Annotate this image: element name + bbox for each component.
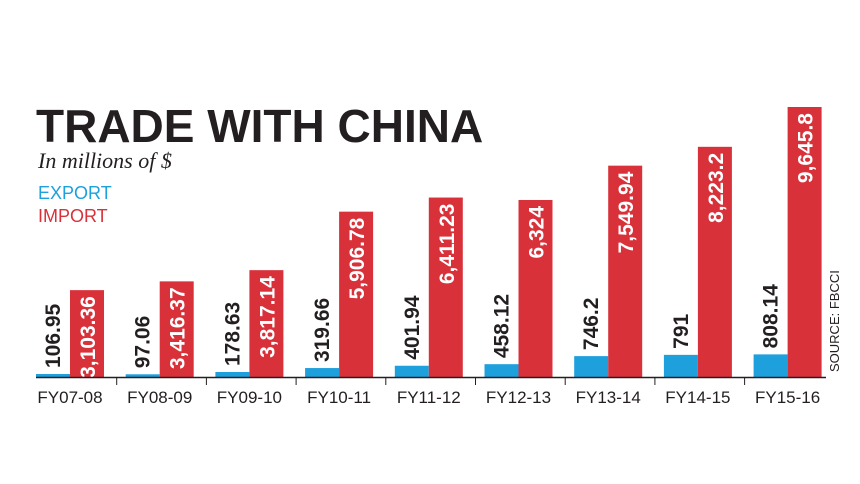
import-bar xyxy=(249,270,284,377)
export-bar xyxy=(753,354,788,377)
legend-import: IMPORT xyxy=(38,206,108,226)
import-value-label: 3,416.37 xyxy=(167,287,190,369)
import-value-label: 8,223.2 xyxy=(705,153,728,223)
export-value-label: 458.12 xyxy=(491,294,514,358)
x-tick-label: FY09-10 xyxy=(217,388,282,407)
import-bar xyxy=(70,290,104,377)
export-bar xyxy=(484,364,519,377)
x-tick-label: FY11-12 xyxy=(397,388,461,407)
export-value-label: 401.94 xyxy=(401,295,424,360)
plot-area: 106.95 3,103.36 FY07-08 97.06 3,416.37 FY08-0… xyxy=(36,107,826,407)
import-bar xyxy=(159,281,194,377)
x-tick-label: FY10-11 xyxy=(307,388,371,407)
import-value-label: 6,411.23 xyxy=(436,204,459,285)
export-bar xyxy=(394,365,429,377)
x-tick-label: FY14-15 xyxy=(665,388,730,407)
export-bar xyxy=(574,356,609,377)
import-value-label: 3,103.36 xyxy=(77,296,100,378)
import-value-label: 9,645.8 xyxy=(795,113,818,183)
x-tick-label: FY12-13 xyxy=(486,388,551,407)
import-bar xyxy=(428,197,463,377)
legend-export: EXPORT xyxy=(38,183,112,203)
x-tick-label: FY08-09 xyxy=(127,388,192,407)
export-value-label: 808.14 xyxy=(760,284,783,349)
import-bar xyxy=(339,211,374,377)
export-value-label: 106.95 xyxy=(42,303,65,368)
chart-title: TRADE WITH CHINA xyxy=(36,100,483,152)
import-value-label: 5,906.78 xyxy=(346,217,369,299)
export-value-label: 791 xyxy=(670,314,693,349)
import-bar xyxy=(608,165,643,377)
source-note: SOURCE: FBCCI xyxy=(827,270,842,372)
x-tick-label: FY15-16 xyxy=(755,388,820,407)
export-value-label: 178.63 xyxy=(221,302,244,366)
export-bar xyxy=(305,368,340,377)
import-bar xyxy=(518,199,553,377)
import-bar xyxy=(787,107,822,377)
export-value-label: 97.06 xyxy=(132,316,155,369)
x-tick-label: FY07-08 xyxy=(37,388,102,407)
chart-subtitle: In millions of $ xyxy=(37,148,172,173)
export-bar xyxy=(215,371,250,377)
export-value-label: 746.2 xyxy=(580,298,603,351)
export-bar xyxy=(663,354,698,377)
import-value-label: 6,324 xyxy=(526,206,549,259)
import-value-label: 7,549.94 xyxy=(615,171,638,253)
x-tick-label: FY13-14 xyxy=(576,388,641,407)
export-bar xyxy=(36,374,70,377)
import-value-label: 3,817.14 xyxy=(256,276,279,358)
export-bar xyxy=(125,374,160,377)
import-bar xyxy=(697,146,732,377)
export-value-label: 319.66 xyxy=(311,298,334,362)
